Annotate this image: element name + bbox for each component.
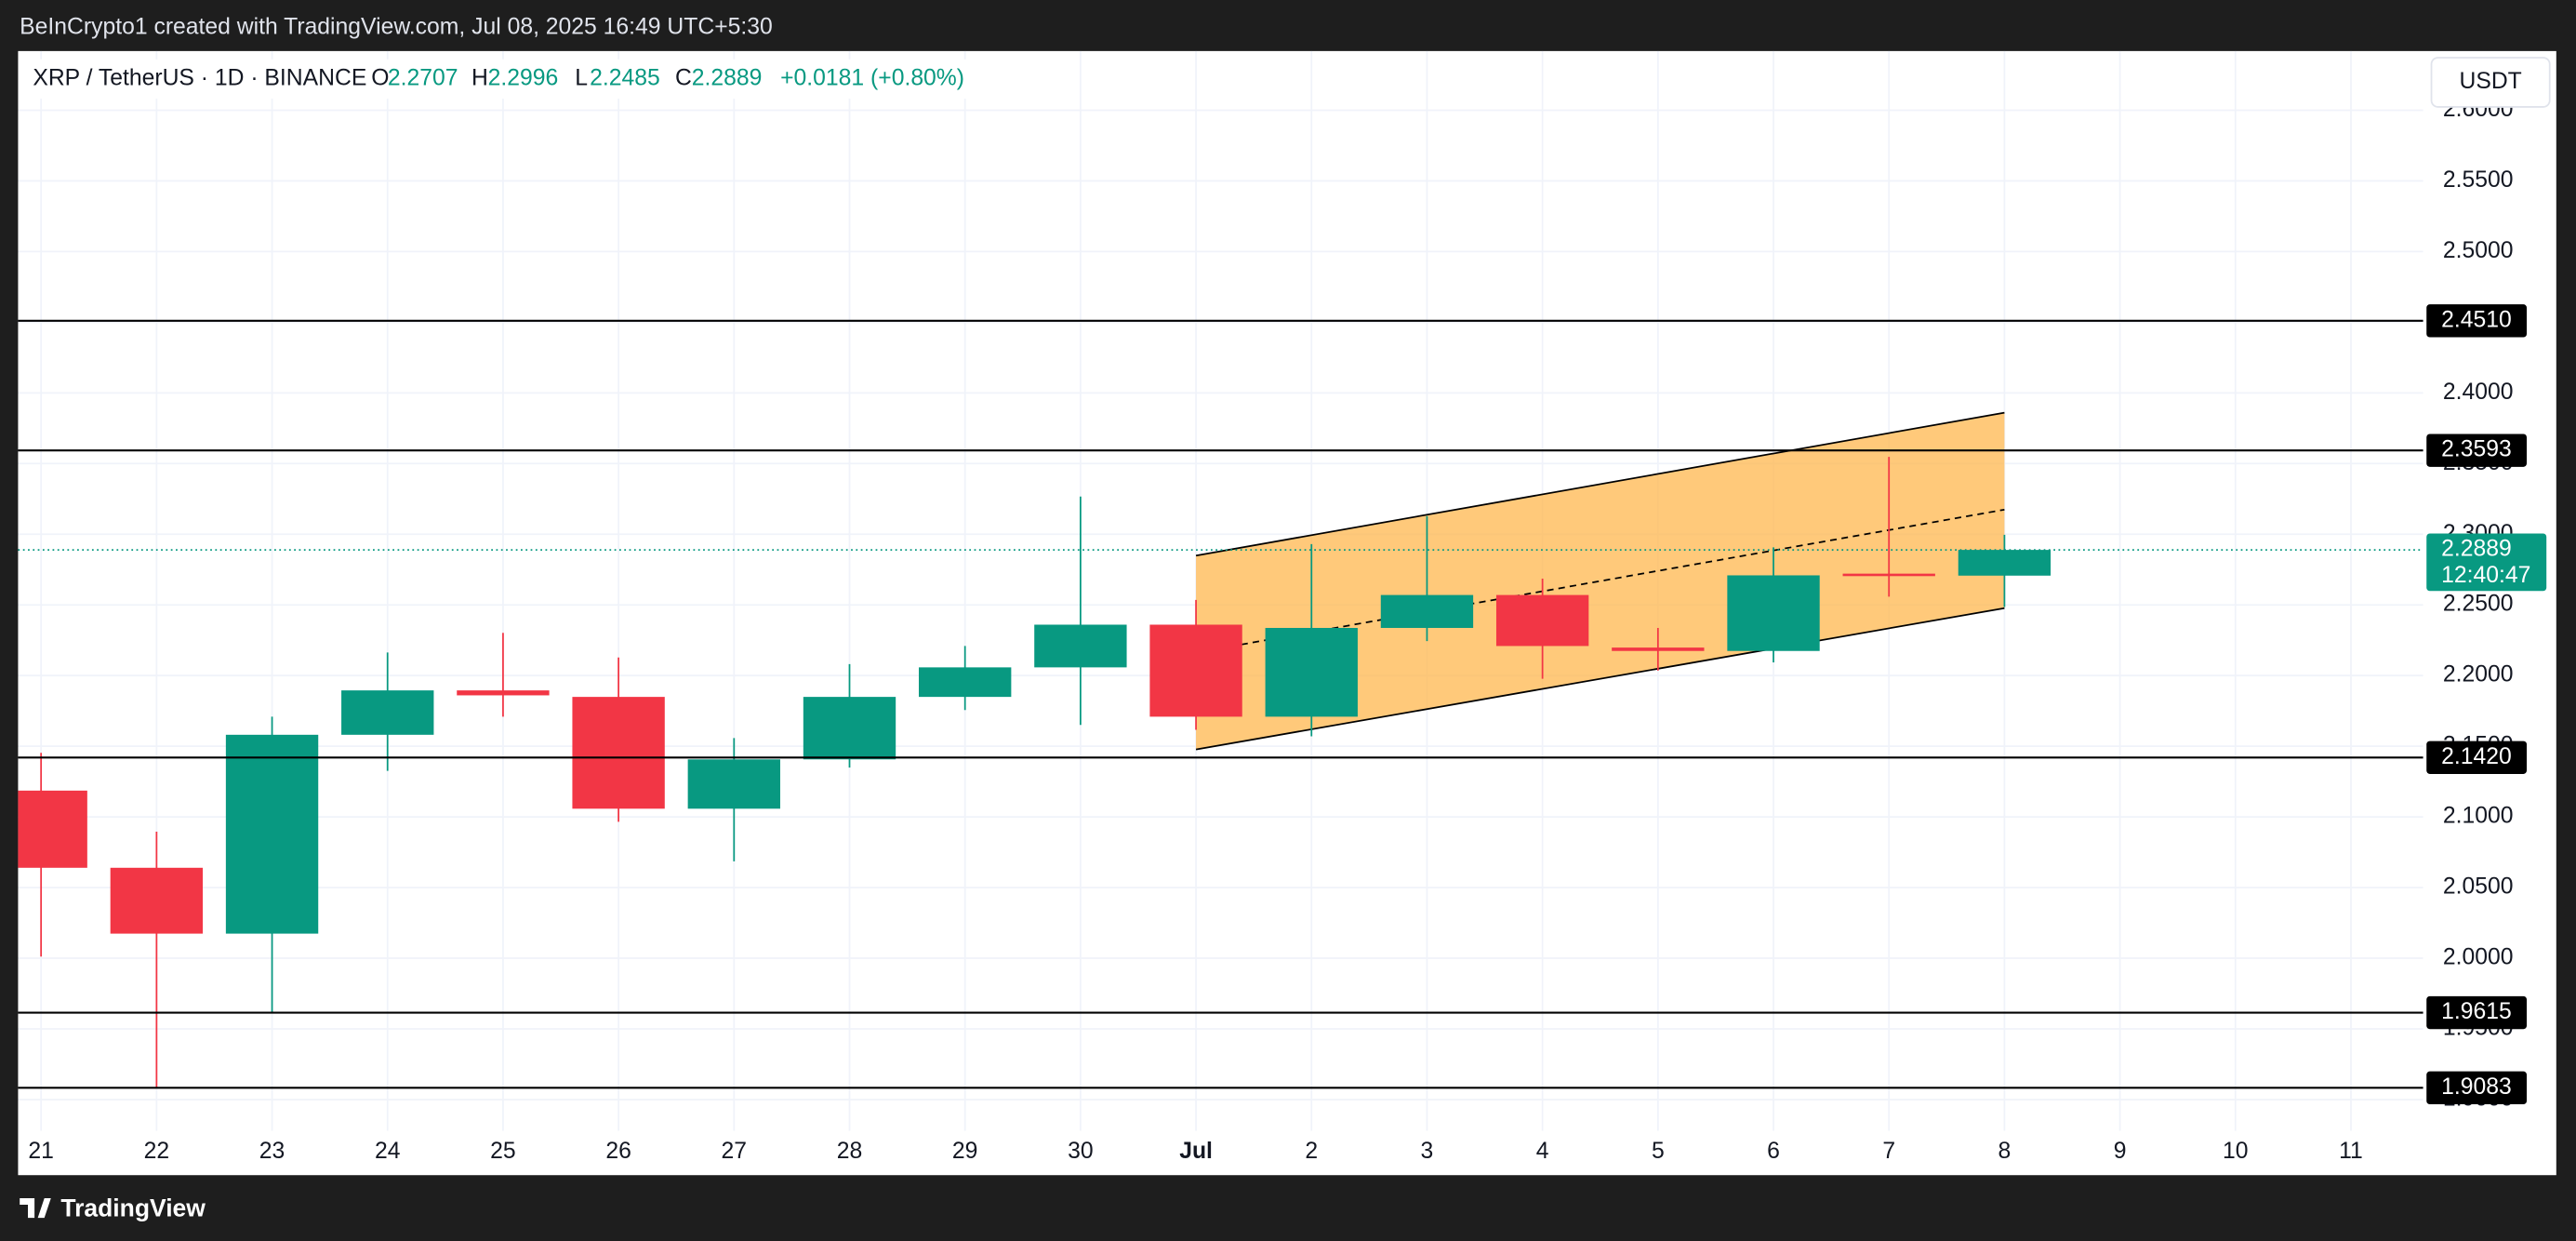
candle-body xyxy=(803,697,896,760)
change: +0.0181 (+0.80%) xyxy=(780,65,964,90)
x-tick-label: 9 xyxy=(2114,1139,2127,1164)
x-tick-label: Jul xyxy=(1179,1139,1213,1164)
level-label: 1.9615 xyxy=(2441,999,2512,1024)
candle-body xyxy=(572,697,665,809)
channel-lower xyxy=(1195,607,2005,751)
x-tick-label: 8 xyxy=(1998,1139,2012,1164)
x-tick-label: 29 xyxy=(952,1139,977,1164)
candle-body xyxy=(1727,575,1820,651)
candle-body xyxy=(1958,550,2052,576)
x-tick-label: 21 xyxy=(28,1139,54,1164)
x-tick-label: 27 xyxy=(722,1139,748,1164)
y-tick-label: 2.0000 xyxy=(2443,945,2514,970)
candle-body xyxy=(225,734,319,934)
x-tick-label: 30 xyxy=(1068,1139,1094,1164)
footer: TradingView xyxy=(20,1194,206,1221)
candle-body xyxy=(1265,627,1358,717)
candle-body xyxy=(341,690,434,735)
x-tick-label: 11 xyxy=(2339,1139,2363,1164)
symbol: XRP / TetherUS · 1D · BINANCE xyxy=(33,65,366,90)
candle-body xyxy=(18,790,87,868)
level-label: 2.4510 xyxy=(2441,307,2512,332)
candle-body xyxy=(687,759,780,809)
x-tick-label: 25 xyxy=(490,1139,516,1164)
candle-body xyxy=(1612,647,1705,651)
x-tick-label: 5 xyxy=(1652,1139,1665,1164)
x-tick-label: 3 xyxy=(1421,1139,1434,1164)
plot xyxy=(18,319,2423,1089)
footer-brand: TradingView xyxy=(60,1194,206,1221)
candle-body xyxy=(110,867,204,934)
candle-body xyxy=(919,667,1012,698)
x-tick-label: 24 xyxy=(375,1139,401,1164)
x-tick-label: 26 xyxy=(605,1139,631,1164)
ohlc-label: H xyxy=(471,65,488,90)
countdown: 12:40:47 xyxy=(2441,563,2530,588)
y-tick-label: 2.2000 xyxy=(2443,662,2514,687)
price-label-bg xyxy=(2426,533,2547,592)
candle-body xyxy=(1495,594,1589,647)
y-tick-label: 2.2500 xyxy=(2443,592,2514,617)
y-tick-label: 2.0500 xyxy=(2443,874,2514,900)
y-tick-label: 2.5000 xyxy=(2443,238,2514,263)
header: XRP / TetherUS · 1D · BINANCE O 2.2707 H… xyxy=(22,59,993,100)
candle-body xyxy=(1149,624,1242,717)
x-tick-label: 7 xyxy=(1882,1139,1895,1164)
ohlc-value: 2.2707 xyxy=(388,65,458,90)
x-tick-label: 28 xyxy=(837,1139,863,1164)
ohlc-value: 2.2485 xyxy=(590,65,660,90)
ohlc-label: L xyxy=(575,65,588,90)
level-label-bg xyxy=(2426,434,2528,467)
candle-body xyxy=(1034,624,1127,668)
channel-upper xyxy=(1195,411,2005,557)
ohlc-label: O xyxy=(371,65,389,90)
ohlc-value: 2.2889 xyxy=(692,65,763,90)
candle-body xyxy=(457,690,550,696)
x-tick-label: 10 xyxy=(2223,1139,2249,1164)
overlays: 2.4510 2.3593 2.1420 1.9615 1.9083 2.288912:4… xyxy=(2426,304,2547,1105)
price-label: 2.2889 xyxy=(2441,537,2512,562)
level-label-bg xyxy=(2426,1071,2528,1105)
header-bg xyxy=(22,59,993,100)
level-label: 1.9083 xyxy=(2441,1074,2512,1100)
candle-body xyxy=(1380,594,1474,628)
currency-button[interactable]: USDT xyxy=(2430,57,2551,108)
button-bg[interactable] xyxy=(2430,57,2551,108)
button-label[interactable]: USDT xyxy=(2459,69,2521,94)
ohlc-value: 2.2996 xyxy=(488,65,559,90)
level-label-bg xyxy=(2426,304,2528,338)
channel-middle xyxy=(1195,508,2005,654)
y-tick-label: 2.5500 xyxy=(2443,167,2514,193)
level-label-bg xyxy=(2426,995,2528,1030)
y-tick-label: 2.4000 xyxy=(2443,380,2514,405)
x-tick-label: 4 xyxy=(1536,1139,1549,1164)
candle-body xyxy=(1842,573,1935,577)
y-tick-label: 2.1000 xyxy=(2443,804,2514,829)
channel-fill xyxy=(1196,412,2005,750)
x-tick-label: 22 xyxy=(144,1139,170,1164)
x-tick-label: 23 xyxy=(259,1139,285,1164)
logo xyxy=(20,1197,51,1219)
x-tick-label: 6 xyxy=(1767,1139,1780,1164)
ohlc-label: C xyxy=(675,65,692,90)
x-tick-label: 2 xyxy=(1305,1139,1318,1164)
level-label: 2.1420 xyxy=(2441,744,2512,769)
level-label-bg xyxy=(2426,741,2528,774)
level-label: 2.3593 xyxy=(2441,437,2512,462)
top-bar-text: BeInCrypto1 created with TradingView.com… xyxy=(20,15,773,40)
